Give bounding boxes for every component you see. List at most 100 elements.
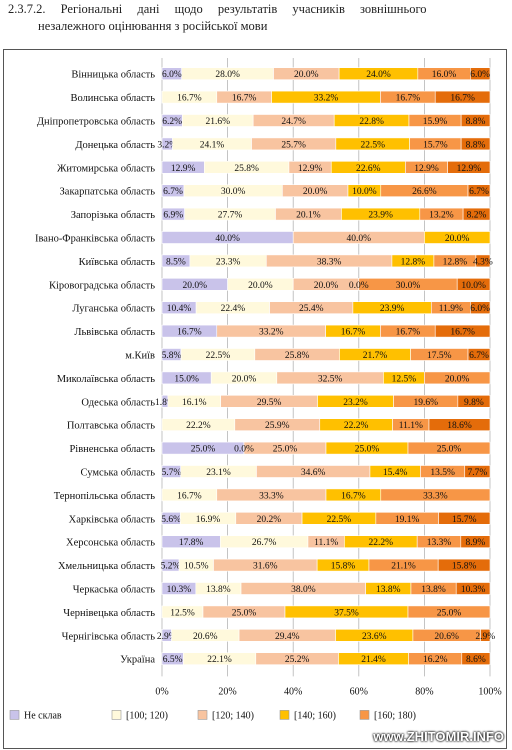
bar-segment: [467, 348, 491, 361]
bar-segment: [456, 277, 491, 291]
data-label: 25.0%: [232, 608, 257, 618]
data-label: 26.6%: [412, 187, 437, 197]
data-label: 12.9%: [414, 164, 439, 174]
data-label: 8.9%: [466, 538, 486, 548]
data-label: 22.2%: [369, 538, 394, 548]
data-label: 29.4%: [275, 632, 300, 642]
data-label: 12.9%: [171, 164, 196, 174]
data-label: 38.0%: [291, 585, 316, 595]
legend-label: [120; 140): [212, 710, 254, 721]
data-label: 0.0%: [234, 445, 254, 455]
data-label: 40.0%: [215, 234, 240, 244]
bar-segment: [460, 137, 491, 151]
data-label: 33.3%: [423, 491, 448, 501]
data-label: 13.8%: [376, 585, 401, 595]
data-label: 3.2%: [157, 140, 177, 150]
data-label: 13.3%: [427, 538, 452, 548]
category-label: Полтавська область: [67, 421, 155, 432]
data-label: 16.7%: [396, 328, 421, 338]
data-label: 27.7%: [218, 211, 243, 221]
legend-label: Не склав: [24, 710, 62, 721]
category-label: Донецька область: [75, 140, 155, 151]
category-label: Харківська область: [69, 514, 156, 525]
legend-swatch: [197, 710, 208, 720]
bar-segment: [407, 605, 491, 619]
data-label: 25.0%: [191, 445, 216, 455]
data-label: 33.2%: [314, 94, 339, 104]
data-label: 5.8%: [162, 351, 182, 361]
data-label: 26.7%: [252, 538, 277, 548]
data-label: 25.4%: [299, 304, 324, 314]
bar-segment: [455, 582, 491, 595]
data-label: 30.0%: [396, 281, 421, 291]
data-label: 10.4%: [167, 304, 192, 314]
category-label: Кіровоградська область: [49, 280, 155, 291]
legend-swatch: [279, 710, 290, 720]
bar-segment: [467, 184, 491, 197]
data-label: 22.6%: [356, 164, 381, 174]
data-label: 33.2%: [259, 328, 284, 338]
data-label: 25.9%: [265, 421, 290, 431]
data-label: 21.1%: [391, 562, 416, 572]
data-label: 12.8%: [401, 257, 426, 267]
category-label: Запорізька область: [71, 210, 155, 221]
data-label: 21.4%: [361, 655, 386, 665]
bar-segment: [438, 511, 491, 525]
data-label: 6.0%: [470, 304, 490, 314]
data-label: 15.9%: [423, 117, 448, 127]
data-label: 25.0%: [355, 445, 380, 455]
data-label: 16.7%: [177, 491, 202, 501]
data-label: 24.7%: [281, 117, 306, 127]
data-label: 6.7%: [469, 351, 489, 361]
data-label: 22.8%: [359, 117, 384, 127]
data-label: 23.9%: [380, 304, 405, 314]
data-label: 15.4%: [383, 468, 408, 478]
data-label: 29.5%: [257, 398, 282, 408]
data-label: 15.7%: [423, 140, 448, 150]
data-label: 11.1%: [314, 538, 338, 548]
x-tick-label: 20%: [218, 686, 236, 697]
category-label: Житомирська область: [57, 163, 155, 174]
bar-segment: [424, 231, 491, 244]
data-label: 25.0%: [273, 445, 298, 455]
data-label: 25.0%: [437, 445, 462, 455]
category-label: Івано-Франківська область: [35, 234, 155, 245]
category-label: Сумська область: [81, 468, 156, 479]
data-label: 5.2%: [161, 562, 181, 572]
data-label: 6.2%: [162, 117, 182, 127]
data-label: 16.9%: [196, 515, 221, 525]
data-label: 21.6%: [205, 117, 230, 127]
data-label: 33.3%: [259, 491, 284, 501]
category-label: Рівненська область: [69, 444, 155, 455]
data-label: 13.2%: [429, 211, 454, 221]
data-label: 32.5%: [318, 374, 343, 384]
data-label: 13.8%: [206, 585, 231, 595]
bar-segment: [428, 418, 491, 432]
category-label: Черкаська область: [73, 585, 155, 596]
data-label: 20.0%: [314, 281, 339, 291]
data-label: 16.7%: [341, 491, 366, 501]
chart-frame: [3, 49, 507, 749]
data-label: 22.5%: [327, 515, 352, 525]
category-label: Україна: [120, 655, 155, 666]
data-label: 12.9%: [298, 164, 323, 174]
bar-segment: [470, 301, 491, 315]
data-label: 22.5%: [206, 351, 231, 361]
data-label: 16.1%: [182, 398, 207, 408]
data-label: 20.6%: [193, 632, 218, 642]
watermark: www.ZHITOMIR.INFO: [373, 729, 504, 744]
legend-swatch: [111, 710, 122, 720]
data-label: 13.5%: [430, 468, 455, 478]
category-label: Львівська область: [74, 327, 155, 338]
data-label: 25.0%: [437, 608, 462, 618]
data-label: 16.7%: [450, 94, 475, 104]
data-label: 20.0%: [445, 234, 470, 244]
category-label: Хмельницька область: [58, 561, 155, 572]
x-tick-label: 40%: [284, 686, 302, 697]
data-label: 23.3%: [216, 257, 241, 267]
data-label: 25.8%: [285, 351, 310, 361]
bar-segment: [434, 324, 491, 338]
bar-segment: [462, 207, 491, 221]
data-label: 17.8%: [179, 538, 204, 548]
